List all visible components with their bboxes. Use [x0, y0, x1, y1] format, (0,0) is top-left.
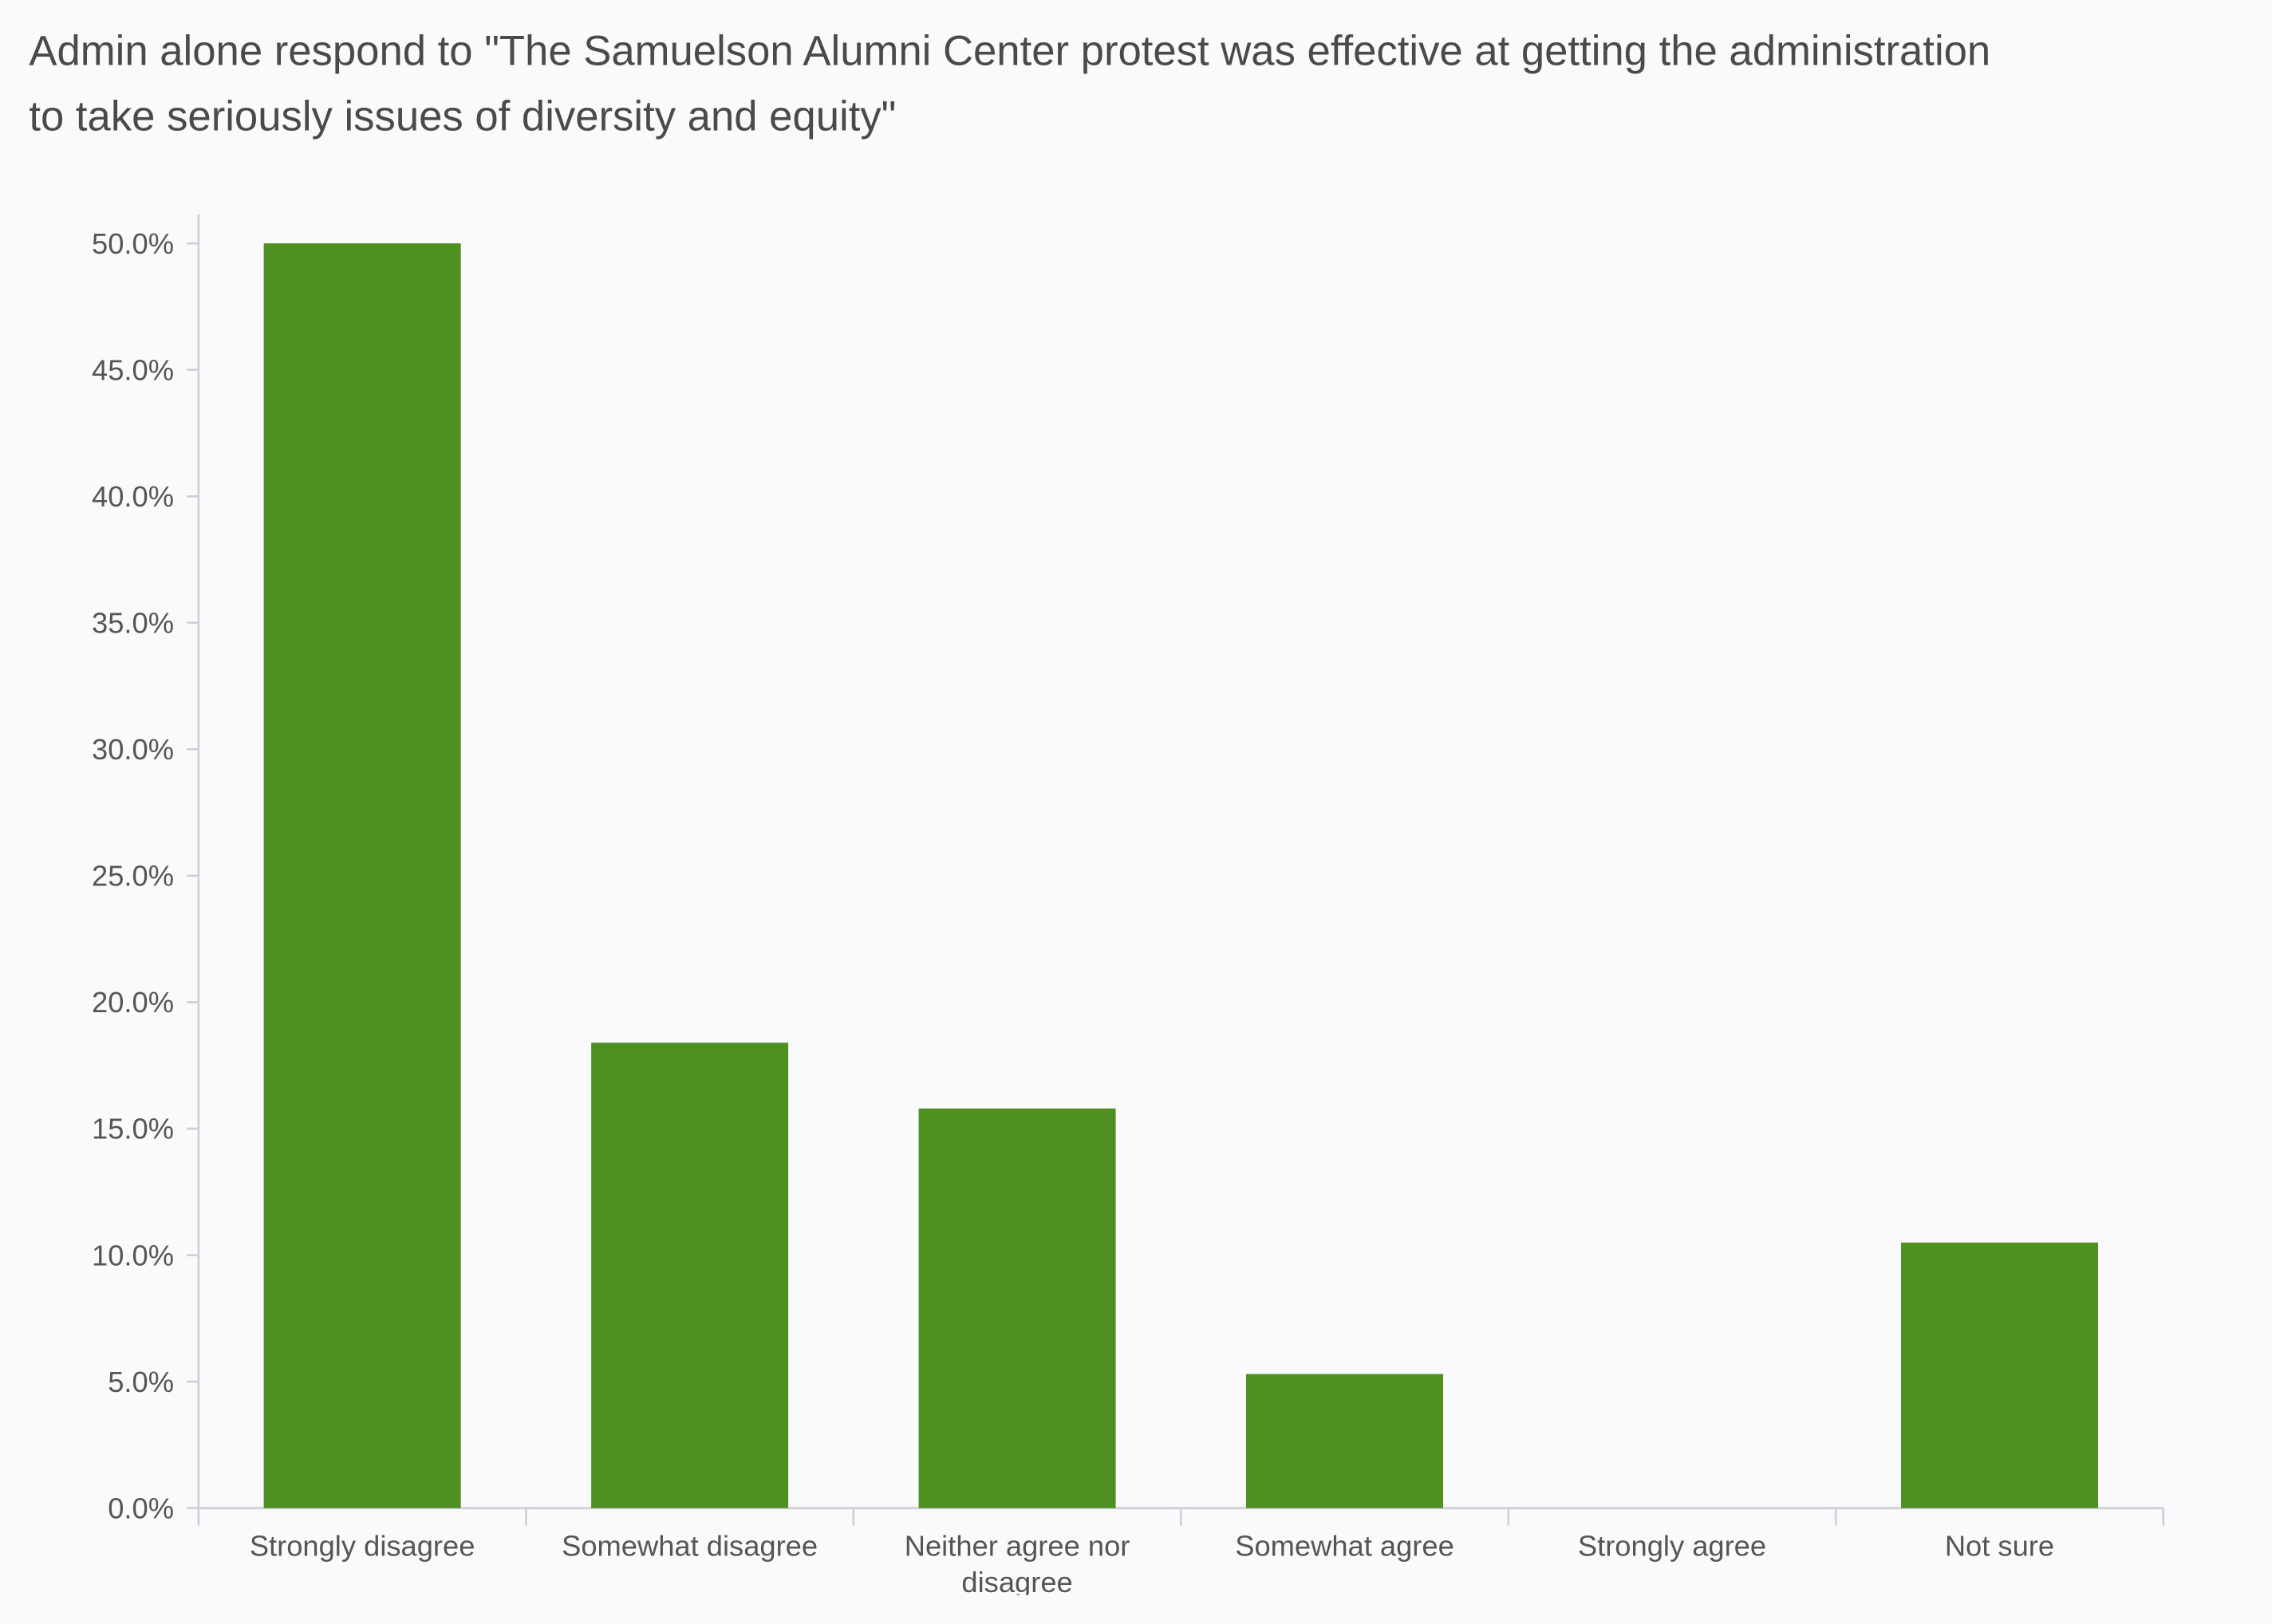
x-tick-label: Not sure: [1945, 1530, 2054, 1563]
y-tick-label: 20.0%: [92, 986, 174, 1019]
bar-not-sure: [1900, 1242, 2098, 1508]
axes: [187, 214, 2165, 1526]
y-tick-label: 10.0%: [92, 1239, 174, 1271]
y-tick-label: 0.0%: [108, 1492, 174, 1524]
y-tick-label: 5.0%: [108, 1366, 174, 1398]
x-tick-label: Strongly disagree: [250, 1530, 475, 1563]
chart-title-line-1: Admin alone respond to "The Samuelson Al…: [29, 28, 1990, 75]
bar-somewhat-disagree: [591, 1043, 789, 1508]
y-tick-label: 30.0%: [92, 733, 174, 766]
x-tick-label: Strongly agree: [1578, 1530, 1766, 1563]
y-tick-label: 25.0%: [92, 860, 174, 893]
x-tick-label: Somewhat agree: [1235, 1530, 1454, 1563]
y-tick-label: 35.0%: [92, 607, 174, 640]
y-tick-label: 40.0%: [92, 480, 174, 513]
x-tick-label: Somewhat disagree: [562, 1530, 818, 1563]
y-tick-label: 50.0%: [92, 227, 174, 260]
y-tick-label: 45.0%: [92, 353, 174, 386]
y-tick-label: 15.0%: [92, 1113, 174, 1145]
x-tick-label: disagree: [961, 1566, 1072, 1598]
bars: [263, 243, 2098, 1508]
bar-somewhat-agree: [1246, 1374, 1444, 1508]
x-tick-label: Neither agree nor: [905, 1530, 1130, 1563]
bar-neither-agree-nor-disagree: [918, 1108, 1116, 1508]
labels: 0.0% 5.0% 10.0% 15.0% 20.0% 25.0% 30.0% 35.0% 40…: [92, 227, 2054, 1598]
bar-strongly-disagree: [263, 243, 461, 1508]
chart-title-line-2: to take seriously issues of diversity an…: [29, 93, 896, 140]
